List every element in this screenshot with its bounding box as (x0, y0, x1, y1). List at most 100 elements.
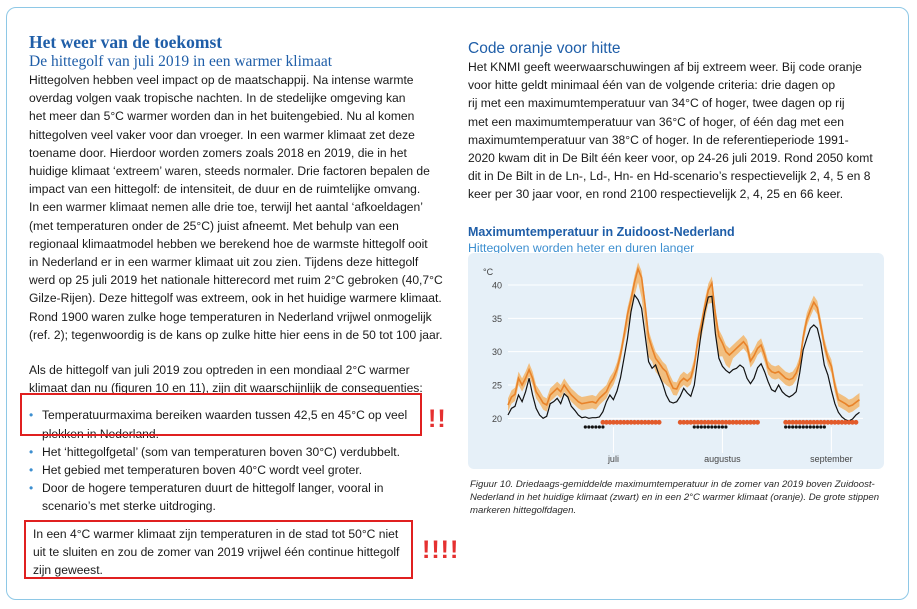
heatwave-dot-warmer (635, 419, 641, 425)
heatwave-dot-warmer (793, 419, 799, 425)
heatwave-dot-current (699, 425, 703, 429)
heatwave-dot-warmer (821, 419, 827, 425)
series-line-warmer (507, 266, 860, 408)
heatwave-dot-current (717, 425, 721, 429)
heatwave-dot-warmer (625, 419, 630, 425)
code-orange-line: 2020 kwam dit in De Bilt één keer voor, … (468, 151, 873, 166)
heatwave-dot-warmer (709, 419, 715, 425)
heatwave-dot-warmer (642, 419, 648, 425)
right-column: Code oranje voor hitte Het KNMI geeft we… (468, 40, 888, 257)
x-tick-label: augustus (704, 454, 741, 464)
heatwave-dot-warmer (720, 419, 725, 425)
chart-panel: 20 25 30 35 40 °C juli augustus september (468, 253, 884, 469)
heatwave-dot-warmer (797, 419, 803, 425)
bullet-line: plekken in Nederland. (42, 426, 159, 441)
heatwave-dot-warmer (737, 419, 743, 425)
bullet-dot-icon: • (29, 463, 34, 478)
heatwave-dot-warmer (600, 419, 606, 425)
heatwave-dot-current (812, 425, 816, 429)
heatwave-dot-warmer (832, 419, 838, 425)
heatwave-dot-warmer (716, 419, 722, 425)
code-orange-paragraph: Het KNMI geeft weerwaarschuwingen af bij… (468, 58, 888, 204)
page-title: Het weer van de toekomst (29, 32, 223, 52)
bullet-dot-icon: • (29, 408, 34, 423)
heatwave-dot-warmer (677, 419, 683, 425)
heatwave-dot-warmer (695, 419, 701, 425)
y-tick-label: 20 (492, 414, 502, 424)
intro-line: (ref. 2); tegenwoordig is de kans op zul… (29, 327, 443, 342)
heatwave-dot-warmer (748, 419, 753, 425)
heatwave-dot-warmer (730, 419, 736, 425)
heatwave-dot-current (594, 425, 598, 429)
chart-subtitle: Hittegolven worden heter en duren langer (468, 240, 695, 255)
heatwave-dot-warmer (804, 419, 810, 425)
heatwave-dot-warmer (741, 419, 746, 425)
intro-line: In een warmer klimaat nemen alle drie to… (29, 200, 423, 215)
heatwave-dot-warmer (723, 419, 729, 425)
page-subtitle: De hittegolf van juli 2019 in een warmer… (29, 53, 333, 70)
heatwave-dot-warmer (850, 419, 855, 425)
heatwave-dot-warmer (835, 419, 841, 425)
intro-line: werd op 25 juli 2019 het nationale hitte… (29, 273, 443, 288)
heatwave-dot-current (692, 425, 696, 429)
intro-line: Gilze-Rijen). Deze hittegolf was extreem… (29, 291, 442, 306)
heatwave-dot-warmer (698, 419, 704, 425)
bullet-line: Door de hogere temperaturen duurt de hit… (42, 481, 384, 496)
heatwave-dot-warmer (618, 419, 623, 425)
temperature-chart: 20 25 30 35 40 °C juli augustus september (483, 262, 863, 464)
x-tick-label: september (810, 454, 853, 464)
heatwave-dot-warmer (843, 419, 848, 425)
section-title: Code oranje voor hitte (468, 40, 621, 57)
caption-line: Figuur 10. Driedaags-gemiddelde maximumt… (470, 479, 875, 490)
final-line: In een 4°C warmer klimaat zijn temperatu… (33, 527, 399, 541)
heatwave-dot-warmer (614, 419, 620, 425)
final-line: uit te sluiten en zou de zomer van 2019 … (33, 545, 400, 560)
y-axis-unit-label: °C (483, 267, 494, 277)
intro-line: toename door. Hierdoor worden zomers zoa… (29, 145, 407, 160)
heatwave-dot-warmer (744, 419, 750, 425)
heatwave-dot-warmer (734, 419, 739, 425)
bullet-line: scenario’s met sterke uitdroging. (42, 499, 216, 514)
uncertainty-band (508, 262, 860, 413)
heatwave-dot-warmer (828, 419, 834, 425)
heatwave-dot-current (720, 425, 725, 429)
heatwave-dot-warmer (751, 419, 757, 425)
chart-title: Maximumtemperatuur in Zuidoost-Nederland (468, 224, 735, 239)
heatwave-dot-warmer (727, 419, 732, 425)
y-tick-label: 35 (492, 314, 502, 324)
heatwave-dot-warmer (846, 419, 852, 425)
heatwave-dot-current (805, 425, 809, 429)
heatwave-dot-warmer (853, 419, 859, 425)
heatwave-dot-warmer (611, 419, 616, 425)
heatwave-dot-warmer (800, 419, 806, 425)
highlight-box-bullet (20, 393, 422, 436)
heatwave-dot-warmer (783, 419, 789, 425)
intro-line: hittegolven veel vaker voor dan vroeger.… (29, 127, 415, 142)
bullet-line: Het gebied met temperaturen boven 40°C w… (42, 463, 363, 478)
caption-line: Nederland in het huidige klimaat (zwart)… (470, 492, 880, 503)
code-orange-line: rij met een maximumtemperatuur van 34°C … (468, 96, 845, 111)
heatwave-dot-current (724, 425, 728, 429)
heatwave-dot-warmer (621, 419, 627, 425)
heatwave-dot-warmer (632, 419, 637, 425)
heatwave-dot-warmer (684, 419, 690, 425)
heatwave-dot-warmer (755, 419, 760, 425)
code-orange-line: Het KNMI geeft weerwaarschuwingen af bij… (468, 60, 862, 74)
heatwave-dot-warmer (790, 419, 796, 425)
heatwave-dot-warmer (604, 419, 609, 425)
heatwave-dot-warmer (807, 419, 813, 425)
list-item: • Temperatuurmaxima bereiken waarden tus… (29, 406, 444, 442)
heatwave-dot-current (798, 425, 802, 429)
heatwave-dot-current (808, 425, 812, 429)
intro-line: het meer dan 5°C warmer worden dan in he… (29, 109, 415, 124)
intro-line: regionaal klimaatmodel hebben we bereken… (29, 236, 428, 251)
heatwave-dot-current (822, 425, 826, 429)
heatwave-dot-current (787, 425, 791, 429)
warmer-climate-paragraph: In een 4°C warmer klimaat zijn temperatu… (33, 525, 399, 580)
heatwave-dot-current (815, 425, 819, 429)
heatwave-dot-warmer (656, 419, 662, 425)
highlight-box-paragraph (24, 520, 413, 579)
y-tick-label: 40 (492, 281, 502, 291)
consequences-line: Als de hittegolf van juli 2019 zou optre… (29, 363, 410, 378)
code-orange-line: met een maximumtemperatuur van 36°C of h… (468, 114, 844, 129)
